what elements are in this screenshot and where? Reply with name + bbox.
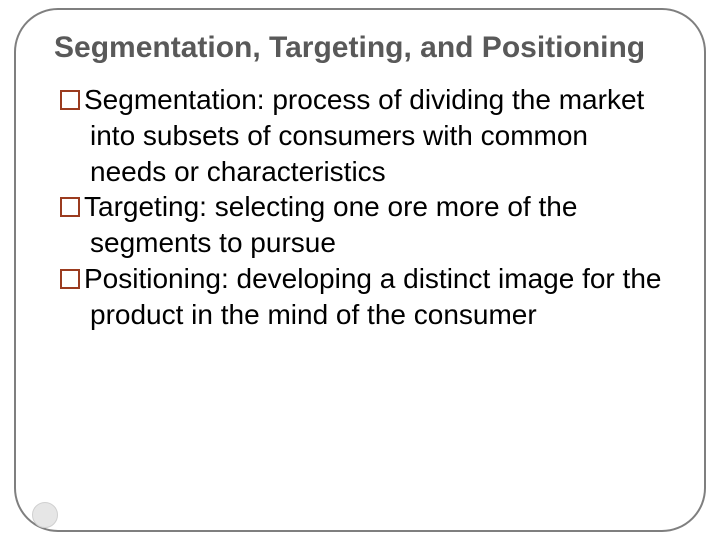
square-bullet-icon: [60, 197, 80, 217]
slide-title: Segmentation, Targeting, and Positioning: [54, 30, 666, 66]
list-item: Positioning: developing a distinct image…: [60, 261, 666, 333]
bullet-text: Segmentation: process of dividing the ma…: [84, 84, 644, 187]
bullet-text: Positioning: developing a distinct image…: [84, 263, 661, 330]
square-bullet-icon: [60, 269, 80, 289]
slide-frame: Segmentation, Targeting, and Positioning…: [14, 8, 706, 532]
bullet-list: Segmentation: process of dividing the ma…: [54, 82, 666, 333]
list-item: Targeting: selecting one ore more of the…: [60, 189, 666, 261]
bullet-text: Targeting: selecting one ore more of the…: [84, 191, 577, 258]
list-item: Segmentation: process of dividing the ma…: [60, 82, 666, 189]
square-bullet-icon: [60, 90, 80, 110]
page-dot-icon: [32, 502, 58, 528]
